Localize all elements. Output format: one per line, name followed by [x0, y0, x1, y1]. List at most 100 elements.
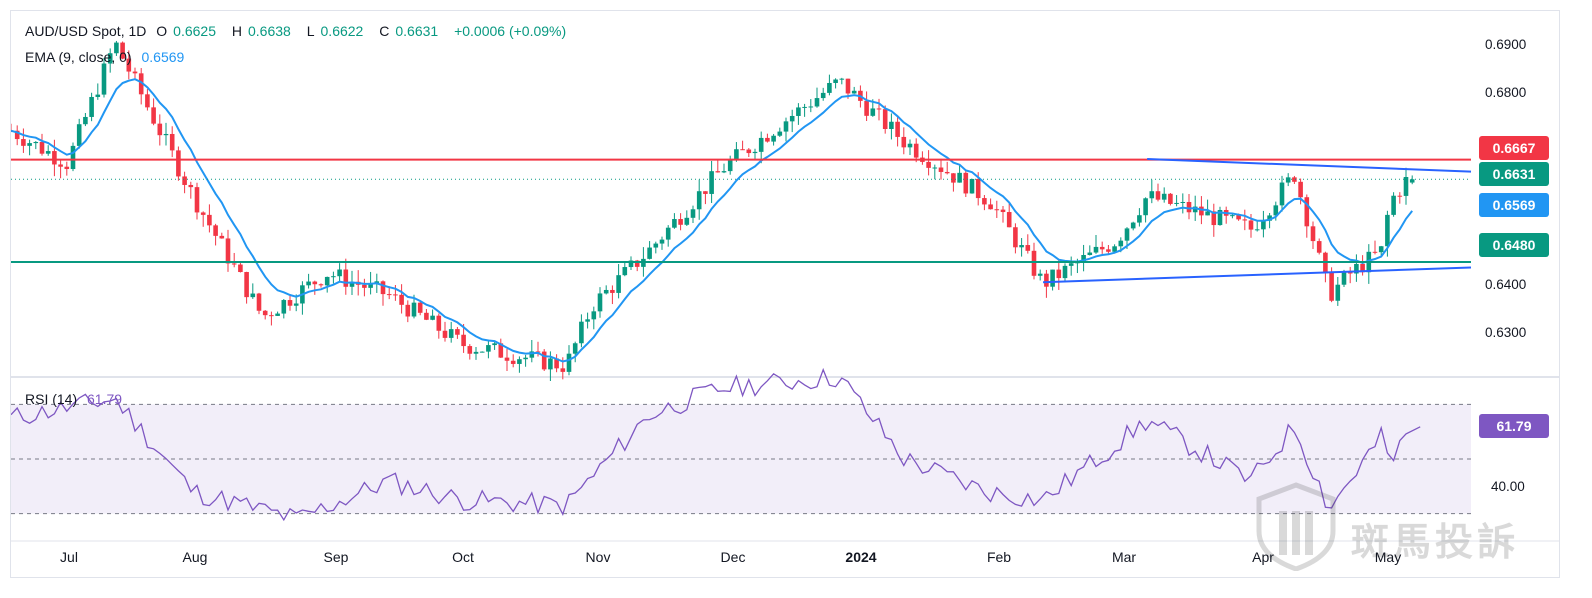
candle-body — [1391, 195, 1396, 215]
candle-body — [783, 121, 789, 132]
candle-body — [523, 357, 528, 360]
candle-body — [1298, 181, 1303, 198]
candle-body — [58, 164, 63, 167]
candle-body — [591, 311, 597, 320]
time-label-2024: 2024 — [845, 549, 877, 565]
candle-body — [1087, 252, 1093, 256]
ema-price-badge: 0.6569 — [1479, 193, 1549, 217]
candle-body — [1031, 250, 1037, 276]
candle-body — [665, 227, 671, 240]
resistance-price-badge: 0.6667 — [1479, 136, 1549, 160]
candle-body — [225, 238, 231, 264]
rsi-legend[interactable]: RSI (14) 61.79 — [25, 391, 128, 407]
candle-body — [709, 171, 714, 194]
candle-body — [64, 166, 70, 170]
candle-body — [95, 94, 101, 97]
candle-body — [585, 319, 590, 322]
candle-body — [597, 293, 603, 312]
candle-body — [554, 358, 559, 369]
time-label-oct: Oct — [452, 549, 474, 565]
candle-body — [963, 172, 969, 194]
chart-canvas[interactable] — [11, 11, 1559, 577]
candle-body — [1372, 251, 1378, 253]
price-tick: 0.6300 — [1485, 325, 1527, 340]
candle-body — [442, 330, 448, 338]
candle-body — [417, 302, 423, 313]
candle-body — [405, 304, 411, 317]
candle-body — [1137, 215, 1142, 223]
change-value: +0.0006 (+0.09%) — [454, 23, 567, 39]
candle-body — [1192, 206, 1198, 213]
close-value: 0.6631 — [395, 23, 439, 39]
candle-body — [944, 171, 950, 174]
candle-body — [889, 121, 894, 129]
candle-body — [244, 272, 249, 298]
candle-body — [76, 124, 82, 146]
candle-body — [1273, 205, 1279, 216]
ema-legend[interactable]: EMA (9, close, 0) 0.6569 — [25, 49, 190, 65]
candle-body — [324, 276, 330, 286]
candle-body — [982, 198, 987, 205]
candle-body — [907, 143, 913, 148]
candle-body — [1347, 271, 1353, 274]
candle-body — [343, 269, 349, 287]
candle-body — [715, 171, 721, 173]
candle-body — [839, 78, 845, 80]
candle-body — [1019, 245, 1024, 248]
time-label-jul: Jul — [60, 549, 78, 565]
candle-body — [1006, 212, 1012, 228]
candle-body — [510, 360, 516, 364]
candle-body — [368, 282, 373, 288]
time-label-dec: Dec — [720, 549, 746, 565]
candle-body — [380, 281, 386, 295]
candle-body — [1217, 209, 1223, 226]
candle-body — [932, 167, 938, 169]
candle-body — [498, 343, 504, 358]
watermark-logo: 斑馬投訴 — [1251, 481, 1551, 572]
candle-body — [89, 96, 94, 117]
candle-body — [393, 294, 398, 296]
high-value: 0.6638 — [248, 23, 291, 39]
candle-body — [895, 121, 900, 137]
candle-body — [306, 281, 311, 286]
candle-body — [504, 357, 510, 361]
symbol-label[interactable]: AUD/USD Spot, 1D — [25, 23, 147, 39]
candle-body — [1354, 263, 1359, 274]
candle-body — [740, 149, 745, 151]
candle-body — [765, 137, 770, 142]
last-candle-body — [1409, 179, 1415, 183]
candle-body — [1180, 201, 1186, 203]
high-label: H — [231, 23, 242, 39]
candle-body — [411, 302, 417, 317]
candle-body — [455, 329, 460, 335]
candle-body — [374, 281, 380, 283]
candle-body — [541, 351, 547, 370]
candle-body — [696, 191, 702, 210]
candle-body — [572, 343, 578, 354]
open-value: 0.6625 — [173, 23, 216, 39]
candle-body — [647, 247, 652, 259]
candle-body — [1329, 272, 1334, 301]
candle-body — [771, 135, 776, 142]
candle-body — [1248, 220, 1254, 230]
candle-body — [207, 214, 212, 226]
candle-body — [14, 130, 20, 140]
ohlc-legend: AUD/USD Spot, 1D O 0.6625 H 0.6638 L 0.6622… — [25, 23, 572, 39]
candle-body — [176, 150, 181, 177]
candle-body — [486, 345, 491, 352]
candle-body — [1242, 219, 1248, 221]
candle-body — [1000, 209, 1006, 213]
candle-body — [1161, 193, 1167, 200]
price-tick: 0.6800 — [1485, 85, 1527, 100]
candle-body — [238, 264, 243, 273]
candle-body — [1279, 182, 1285, 206]
candle-body — [33, 141, 39, 144]
support-price-badge: 0.6480 — [1479, 233, 1549, 257]
candle-body — [746, 149, 752, 154]
candle-body — [1106, 249, 1111, 252]
candle-body — [560, 368, 566, 372]
time-label-aug: Aug — [182, 549, 208, 565]
candle-body — [312, 281, 318, 285]
candle-body — [870, 108, 876, 116]
candle-body — [975, 178, 981, 199]
